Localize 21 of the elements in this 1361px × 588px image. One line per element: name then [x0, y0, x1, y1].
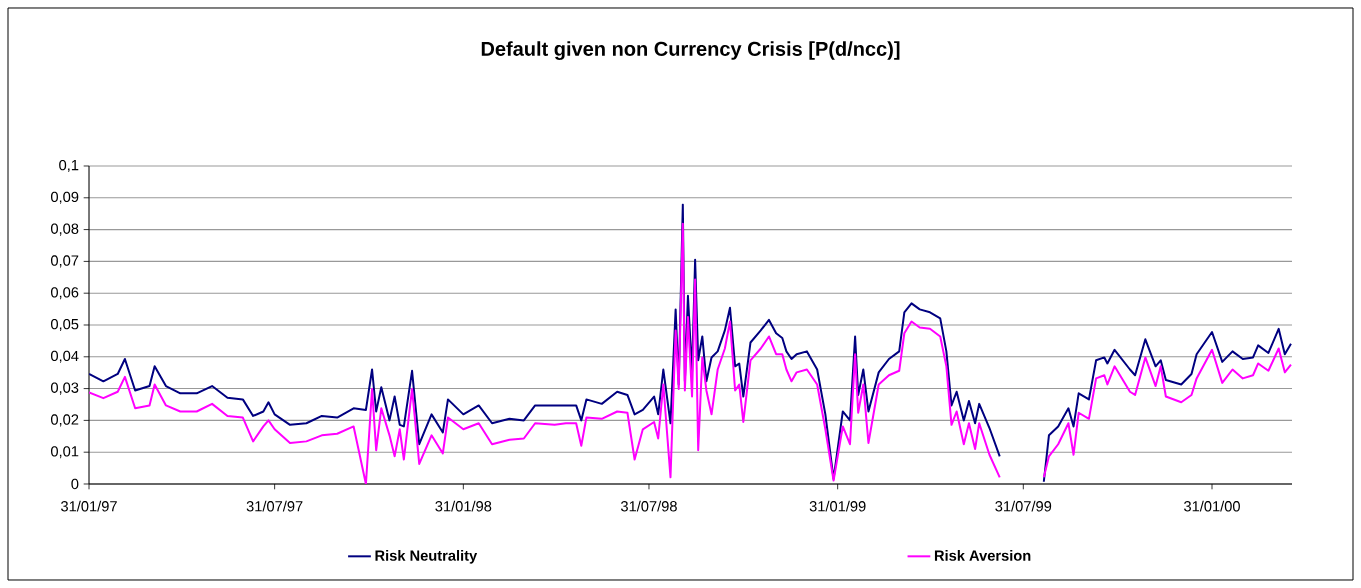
y-tick-label: 0,1 [59, 159, 79, 173]
y-tick-label: 0 [71, 478, 79, 490]
y-tick-label: 0,03 [50, 382, 79, 395]
y-tick-label: 0,08 [50, 223, 79, 236]
x-tick-label: 31/01/98 [435, 500, 492, 512]
y-tick-label: 0,05 [50, 318, 79, 332]
x-tick-label: 31/07/97 [246, 500, 303, 512]
y-tick-label: 0,09 [50, 191, 79, 204]
legend-label: Risk Neutrality [375, 550, 478, 564]
x-tick-label: 31/01/97 [61, 500, 117, 512]
y-tick-label: 0,04 [50, 350, 79, 363]
x-tick-label: 31/01/00 [1184, 500, 1240, 512]
legend-label: Risk Aversion [934, 550, 1031, 561]
x-tick-label: 31/01/99 [809, 500, 866, 512]
y-tick-label: 0,07 [50, 255, 79, 268]
y-tick-label: 0,01 [50, 446, 79, 459]
x-tick-label: 31/07/99 [995, 500, 1052, 512]
x-tick-label: 31/07/98 [620, 500, 677, 512]
y-tick-label: 0,06 [50, 287, 79, 300]
chart-title: Default given non Currency Crisis [P(d/ncc)] [481, 41, 900, 60]
y-tick-label: 0,02 [50, 414, 79, 427]
